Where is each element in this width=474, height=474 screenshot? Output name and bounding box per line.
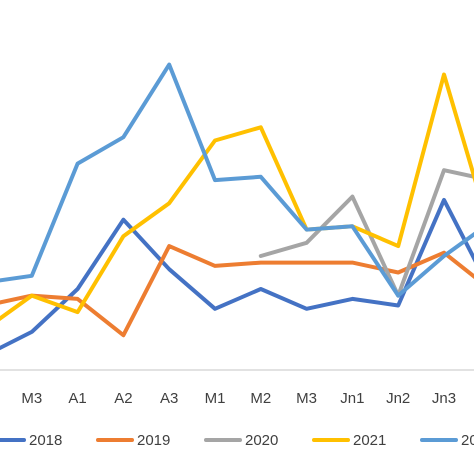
legend-label: 2021 — [353, 432, 386, 449]
x-tick-label: A3 — [160, 390, 178, 407]
legend-label: 2020 — [245, 432, 278, 449]
legend-item-2020: 2020 — [204, 432, 278, 449]
legend: 2018 2019 2020 2021 2022 — [0, 432, 474, 449]
x-tick-label: M2 — [250, 390, 271, 407]
x-tick-label: Jn2 — [386, 390, 410, 407]
series-line-2021 — [0, 72, 474, 321]
legend-label: 2022 — [461, 432, 474, 449]
x-tick-label: Jn3 — [432, 390, 456, 407]
series-layer — [0, 62, 474, 351]
x-tick-label: M3 — [21, 390, 42, 407]
x-tick-label: M1 — [205, 390, 226, 407]
x-axis-tick-labels: M3 A1 A2 A3 M1 M2 M3 Jn1 Jn2 Jn3 — [21, 390, 456, 407]
legend-label: 2019 — [137, 432, 170, 449]
legend-item-2018: 2018 — [0, 432, 62, 449]
x-tick-label: M3 — [296, 390, 317, 407]
series-line-2020 — [258, 168, 474, 298]
x-tick-label: A2 — [114, 390, 132, 407]
legend-item-2021: 2021 — [312, 432, 386, 449]
legend-item-2022: 2022 — [420, 432, 474, 449]
x-tick-label: A1 — [68, 390, 86, 407]
legend-item-2019: 2019 — [96, 432, 170, 449]
x-tick-label: Jn1 — [340, 390, 364, 407]
legend-label: 2018 — [29, 432, 62, 449]
series-line-2022 — [0, 62, 474, 298]
